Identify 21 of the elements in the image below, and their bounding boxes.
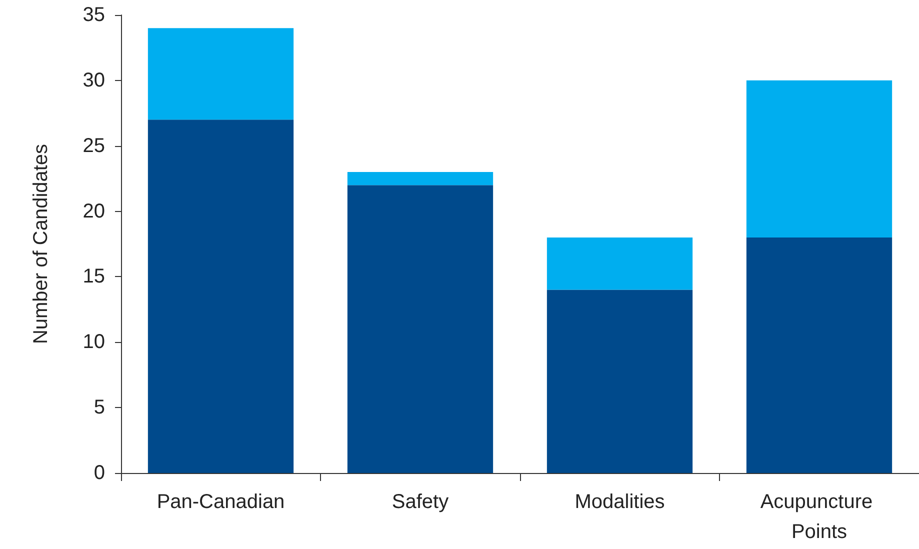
y-axis-title: Number of Candidates: [30, 144, 52, 344]
x-tick-label: Acupuncture Points: [760, 491, 878, 543]
bar: [746, 80, 892, 238]
y-tick-label: 0: [94, 462, 105, 484]
bar: [347, 172, 494, 186]
y-tick-label: 35: [82, 4, 105, 26]
y-tick-label: 5: [94, 396, 105, 419]
y-tick-label: 25: [82, 134, 105, 157]
bar: [148, 28, 294, 120]
bar: [546, 290, 693, 473]
bar: [148, 120, 294, 473]
bar: [546, 237, 693, 290]
y-tick-label: 10: [82, 331, 105, 354]
x-tick-label: Pan-Canadian: [156, 491, 285, 513]
y-tick-label: 15: [82, 266, 105, 288]
x-tick-label: Safety: [392, 491, 449, 513]
bar: [347, 185, 494, 473]
bar: [746, 237, 892, 473]
y-tick-label: 20: [82, 200, 105, 222]
y-tick-label: 30: [82, 69, 105, 92]
x-tick-label: Modalities: [574, 491, 665, 513]
